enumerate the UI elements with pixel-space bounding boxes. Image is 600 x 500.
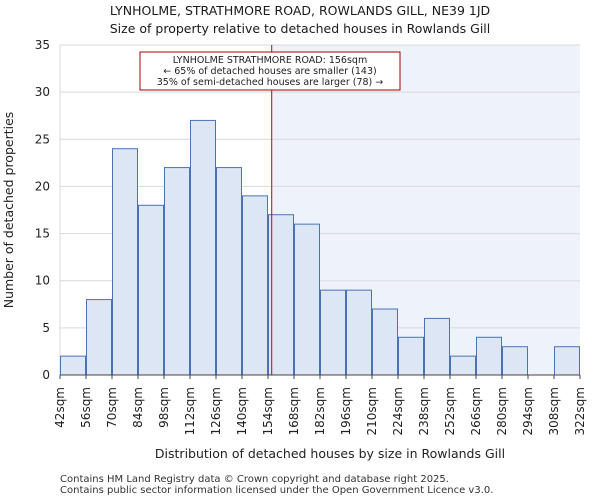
x-tick-label: 308sqm: [547, 387, 561, 435]
x-tick-label: 238sqm: [417, 387, 431, 435]
x-tick-label: 112sqm: [183, 387, 197, 435]
y-ticks: 0 5 10 15 20 25 30 35: [35, 38, 50, 382]
bars: [60, 119, 580, 376]
bar: [398, 336, 424, 376]
x-ticks: 42sqm 56sqm 70sqm 84sqm 98sqm 112sqm 126sqm 140…: [53, 375, 587, 435]
x-tick-label: 98sqm: [157, 387, 171, 428]
y-tick-label: 30: [35, 85, 50, 99]
bar: [268, 214, 294, 376]
bar: [112, 148, 138, 376]
y-tick-label: 10: [35, 274, 50, 288]
footer-line-1: Contains HM Land Registry data © Crown c…: [60, 474, 449, 485]
bar: [60, 355, 86, 376]
x-tick-label: 196sqm: [339, 387, 353, 435]
annotation-box: LYNHOLME STRATHMORE ROAD: 156sqm ← 65% o…: [139, 51, 401, 91]
x-tick-label: 70sqm: [105, 387, 119, 428]
y-tick-label: 0: [42, 368, 50, 382]
y-tick-label: 25: [35, 132, 50, 146]
x-tick-label: 140sqm: [235, 387, 249, 435]
x-tick-label: 252sqm: [443, 387, 457, 435]
footer-line-2: Contains public sector information licen…: [60, 485, 494, 496]
bar: [242, 195, 268, 376]
bar: [476, 336, 502, 376]
x-tick-label: 168sqm: [287, 387, 301, 435]
x-tick-label: 154sqm: [261, 387, 275, 435]
annotation-border: [139, 51, 401, 91]
y-tick-label: 15: [35, 227, 50, 241]
y-axis-label: Number of detached properties: [1, 112, 16, 309]
x-tick-label: 84sqm: [131, 387, 145, 428]
y-tick-label: 35: [35, 38, 50, 52]
annotation-line-3: 35% of semi-detached houses are larger (…: [157, 77, 384, 88]
x-tick-label: 294sqm: [521, 387, 535, 435]
x-tick-label: 210sqm: [365, 387, 379, 435]
bar: [216, 167, 242, 376]
bar: [372, 308, 398, 376]
annotation-line-2: ← 65% of detached houses are smaller (14…: [163, 66, 376, 77]
bar: [320, 289, 346, 376]
x-tick-label: 266sqm: [469, 387, 483, 435]
bar: [164, 167, 190, 376]
x-tick-label: 182sqm: [313, 387, 327, 435]
x-tick-label: 56sqm: [79, 387, 93, 428]
bar: [294, 223, 320, 376]
x-tick-label: 280sqm: [495, 387, 509, 435]
annotation-line-1: LYNHOLME STRATHMORE ROAD: 156sqm: [173, 55, 367, 66]
x-axis-label: Distribution of detached houses by size …: [155, 446, 505, 461]
chart-title: LYNHOLME, STRATHMORE ROAD, ROWLANDS GILL…: [109, 3, 491, 18]
x-tick-label: 322sqm: [573, 387, 587, 435]
x-tick-label: 126sqm: [209, 387, 223, 435]
bar: [190, 119, 216, 376]
bar: [424, 317, 450, 376]
bar: [502, 346, 528, 376]
bar: [86, 299, 112, 376]
bar: [138, 204, 164, 376]
bar: [554, 346, 580, 376]
x-tick-label: 42sqm: [53, 387, 67, 428]
y-tick-label: 5: [42, 321, 50, 335]
bar: [450, 355, 476, 376]
y-tick-label: 20: [35, 179, 50, 193]
chart-subtitle: Size of property relative to detached ho…: [109, 21, 491, 36]
bar: [346, 289, 372, 376]
x-tick-label: 224sqm: [391, 387, 405, 435]
